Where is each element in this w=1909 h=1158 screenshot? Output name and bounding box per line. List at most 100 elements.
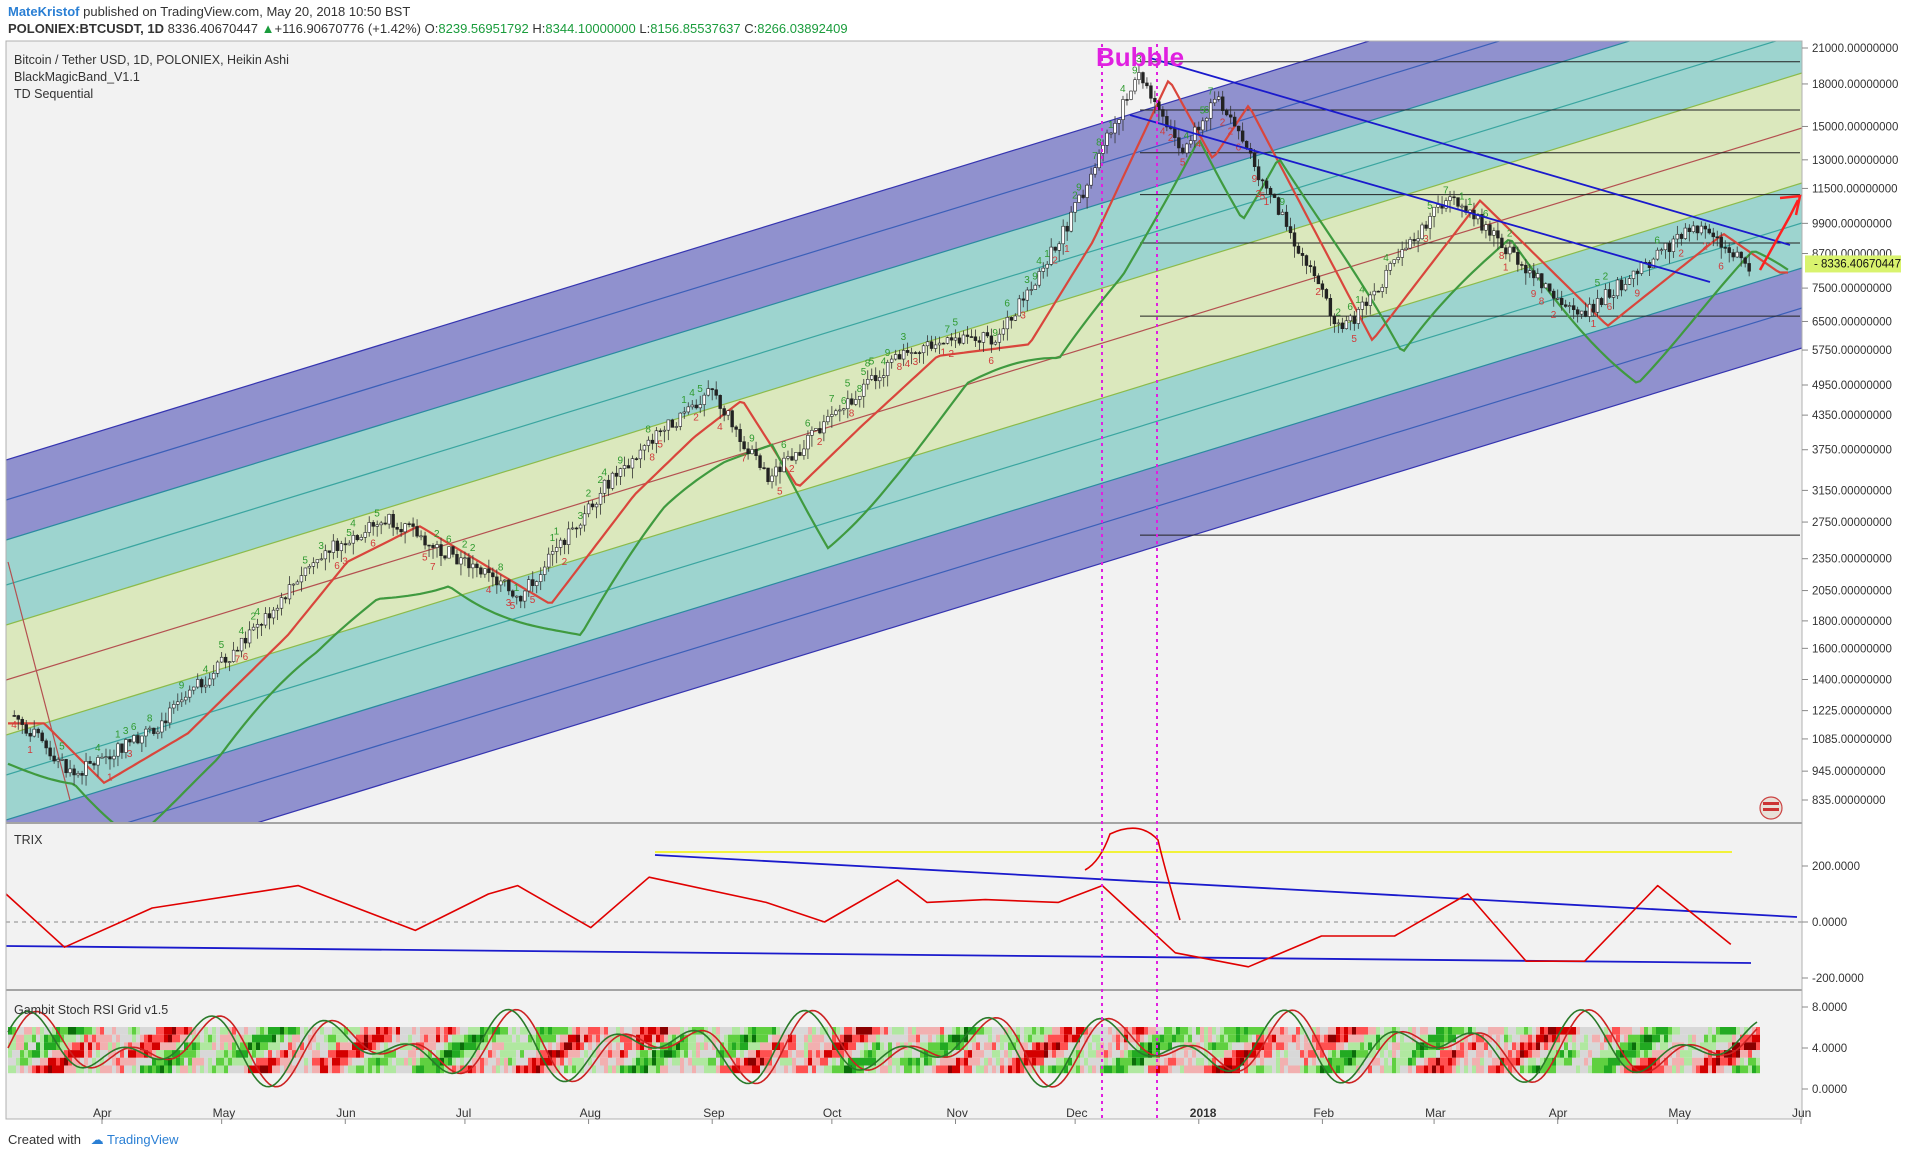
trix-pane[interactable] <box>6 827 1802 968</box>
stoch-grid-cell <box>208 1065 212 1074</box>
stoch-grid-cell <box>1316 1034 1320 1043</box>
candle-body <box>806 435 810 450</box>
stoch-grid-cell <box>812 1065 816 1074</box>
candle-body <box>1001 328 1006 335</box>
stoch-grid-cell <box>896 1065 900 1074</box>
stoch-grid-cell <box>1584 1034 1588 1043</box>
stoch-grid-cell <box>1748 1042 1752 1051</box>
stoch-grid-cell <box>60 1065 64 1074</box>
candle-body <box>543 566 547 575</box>
stoch-grid-cell <box>1584 1050 1588 1058</box>
stoch-grid-cell <box>124 1027 128 1035</box>
time-axis[interactable]: Apr May Jun Jul Aug Sep Oct Nov Dec 2018 Feb Mar Apr… <box>93 1106 1811 1124</box>
stoch-grid-cell <box>208 1034 212 1043</box>
stoch-grid-cell <box>648 1057 652 1066</box>
stoch-grid-cell <box>88 1034 92 1043</box>
stoch-grid-cell <box>444 1050 448 1058</box>
stoch-grid-cell <box>1432 1057 1436 1066</box>
stoch-grid-cell <box>428 1034 432 1043</box>
stoch-grid-cell <box>728 1057 732 1066</box>
stoch-grid-cell <box>744 1027 748 1035</box>
price-tick-label: 2750.00000000 <box>1812 517 1892 529</box>
stoch-grid-cell <box>416 1042 420 1051</box>
time-tick-label: Jun <box>336 1106 355 1120</box>
stoch-grid-cell <box>1612 1065 1616 1074</box>
stoch-grid-cell <box>300 1057 304 1066</box>
stoch-grid-cell <box>1008 1057 1012 1066</box>
stoch-grid-cell <box>480 1057 484 1066</box>
stoch-grid-cell <box>776 1034 780 1043</box>
stoch-grid-cell <box>524 1065 528 1074</box>
stoch-grid-cell <box>1108 1027 1112 1035</box>
stoch-grid-cell <box>1476 1034 1480 1043</box>
price-axis[interactable]: 21000.0000000018000.0000000015000.000000… <box>1802 43 1901 807</box>
stoch-grid-cell <box>196 1057 200 1066</box>
stoch-grid-cell <box>1360 1065 1364 1074</box>
stoch-grid-cell <box>104 1034 108 1043</box>
stoch-grid-cell <box>1472 1065 1476 1074</box>
stoch-grid-cell <box>640 1027 644 1035</box>
stoch-grid-cell <box>1476 1057 1480 1066</box>
stoch-grid-cell <box>200 1034 204 1043</box>
stoch-grid-cell <box>972 1027 976 1035</box>
author-link[interactable]: MateKristof <box>8 4 80 19</box>
candle-body <box>1153 97 1157 103</box>
stoch-grid-cell <box>852 1034 856 1043</box>
stoch-grid-cell <box>1084 1050 1088 1058</box>
stoch-grid-cell <box>1568 1057 1572 1066</box>
stoch-grid-cell <box>1616 1027 1620 1035</box>
stoch-grid-cell <box>724 1042 728 1051</box>
td-sequential-count: 8 <box>645 424 651 435</box>
stoch-grid-cell <box>1656 1057 1660 1066</box>
stoch-rsi-pane[interactable] <box>7 1008 1760 1088</box>
candle-body <box>638 449 643 460</box>
stoch-grid-cell <box>1460 1057 1464 1066</box>
stoch-grid-cell <box>1460 1034 1464 1043</box>
candle-body <box>1236 125 1241 132</box>
stoch-grid-cell <box>1688 1057 1692 1066</box>
stoch-grid-cell <box>720 1050 724 1058</box>
stoch-grid-cell <box>820 1050 824 1058</box>
stoch-grid-cell <box>516 1027 520 1035</box>
stoch-grid-cell <box>412 1057 416 1066</box>
candle-body <box>654 430 659 444</box>
stoch-grid-cell <box>152 1050 156 1058</box>
stoch-grid-cell <box>1664 1065 1668 1074</box>
stoch-grid-cell <box>1168 1027 1172 1035</box>
candle-body <box>1384 269 1388 288</box>
stoch-grid-cell <box>704 1057 708 1066</box>
candle-body <box>24 724 28 734</box>
stoch-grid-cell <box>1572 1027 1576 1035</box>
stoch-grid-cell <box>1392 1042 1396 1051</box>
stoch-grid-cell <box>812 1027 816 1035</box>
stoch-grid-cell <box>632 1042 636 1051</box>
stoch-grid-cell <box>800 1027 804 1035</box>
stoch-grid-cell <box>1076 1027 1080 1035</box>
stoch-grid-cell <box>1736 1065 1740 1074</box>
stoch-grid-cell <box>8 1057 12 1066</box>
stoch-grid-cell <box>340 1057 344 1066</box>
stoch-grid-cell <box>176 1042 180 1051</box>
stoch-grid-cell <box>1720 1027 1724 1035</box>
trix-axis[interactable]: 200.00000.0000-200.0000 <box>1802 861 1864 985</box>
stoch-grid-cell <box>784 1057 788 1066</box>
candle-body <box>311 562 316 567</box>
stoch-grid-cell <box>1452 1027 1456 1035</box>
stoch-grid-cell <box>1704 1065 1708 1074</box>
stoch-grid-cell <box>160 1057 164 1066</box>
stoch-grid-cell <box>1188 1057 1192 1066</box>
stoch-grid-cell <box>76 1042 80 1051</box>
stoch-grid-cell <box>1616 1050 1620 1058</box>
stoch-grid-cell <box>28 1042 32 1051</box>
stoch-grid-cell <box>1392 1057 1396 1066</box>
stoch-grid-cell <box>32 1027 36 1035</box>
stoch-grid-cell <box>1380 1034 1384 1043</box>
tradingview-link[interactable]: TradingView <box>107 1132 179 1147</box>
stoch-grid-cell <box>8 1034 12 1043</box>
stoch-grid-cell <box>580 1050 584 1058</box>
candle-body <box>961 334 966 344</box>
stoch-grid-cell <box>764 1057 768 1066</box>
